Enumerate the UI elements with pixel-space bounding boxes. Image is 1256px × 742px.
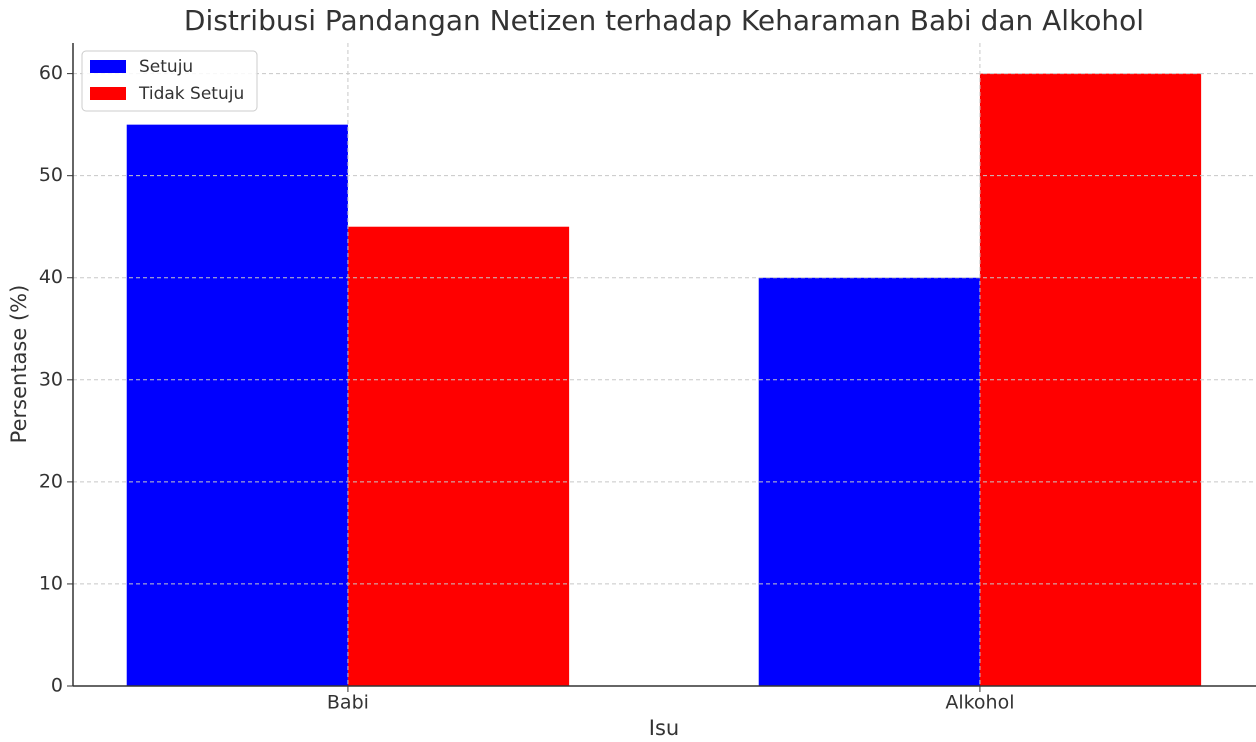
x-tick-label: Babi [327,692,369,714]
bar [758,277,980,686]
y-tick-label: 40 [39,266,63,288]
legend-label: Tidak Setuju [138,84,244,104]
bar [126,124,348,686]
y-axis-label: Persentase (%) [7,285,31,444]
legend-swatch [90,87,126,100]
x-tick-label: Alkohol [945,692,1014,714]
y-tick-label: 30 [39,368,63,390]
y-tick-label: 60 [39,62,63,84]
bar [347,226,570,686]
legend-label: Setuju [139,57,193,77]
y-tick-label: 10 [39,572,63,594]
chart-title: Distribusi Pandangan Netizen terhadap Ke… [184,4,1144,37]
legend: Setuju Tidak Setuju [81,50,258,112]
legend-swatch [90,60,126,73]
y-tick-label: 50 [39,164,63,186]
y-tick-label: 0 [51,675,63,697]
y-tick-label: 20 [39,470,63,492]
x-axis-label: Isu [649,716,679,740]
